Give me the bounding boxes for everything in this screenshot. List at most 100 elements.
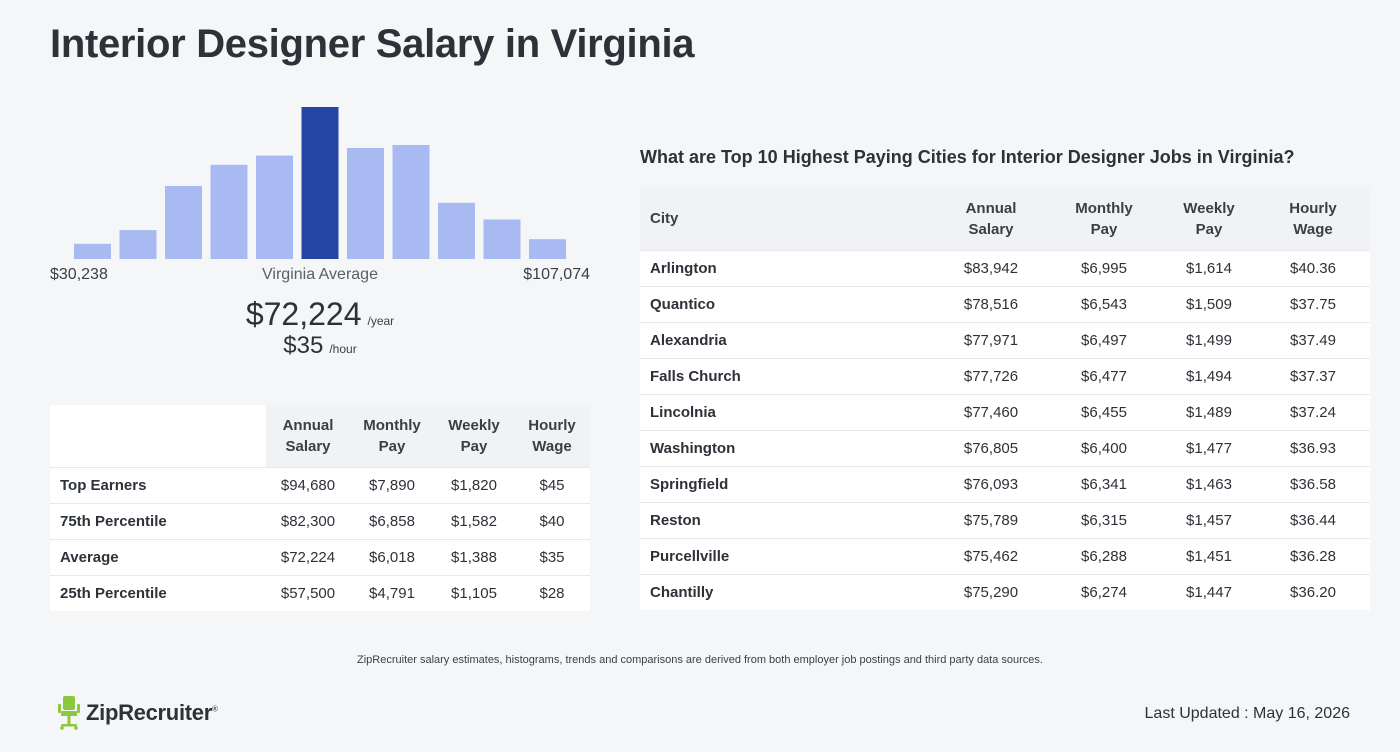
cell-hourly-wage: $28 xyxy=(514,574,590,611)
range-max-label: $107,074 xyxy=(523,266,590,283)
city-row: Falls Church $77,726 $6,477 $1,494 $37.37 xyxy=(640,357,1370,394)
histogram-svg xyxy=(74,107,566,259)
city-hourly-wage: $36.58 xyxy=(1256,465,1370,502)
header-annual-salary: Annual Salary xyxy=(266,405,350,467)
city-annual-salary: $76,093 xyxy=(936,465,1046,502)
percentile-row-label: Top Earners xyxy=(50,466,266,503)
header-city-monthly-pay: Monthly Pay xyxy=(1046,188,1162,250)
city-hourly-wage: $40.36 xyxy=(1256,249,1370,286)
logo-wordmark: ZipRecruiter® xyxy=(86,700,218,726)
city-weekly-pay: $1,463 xyxy=(1162,465,1256,502)
histogram-bar xyxy=(392,145,430,259)
city-name: Falls Church xyxy=(640,357,936,394)
histogram-bar-average xyxy=(301,107,339,259)
city-weekly-pay: $1,499 xyxy=(1162,321,1256,358)
cell-hourly-wage: $35 xyxy=(514,538,590,575)
header-hourly-wage: Hourly Wage xyxy=(514,405,590,467)
cell-monthly-pay: $6,858 xyxy=(350,502,434,539)
percentile-row: 75th Percentile $82,300 $6,858 $1,582 $40 xyxy=(50,502,590,539)
cell-annual-salary: $72,224 xyxy=(266,538,350,575)
city-name: Reston xyxy=(640,501,936,538)
percentile-header-blank xyxy=(50,405,266,467)
city-weekly-pay: $1,614 xyxy=(1162,249,1256,286)
city-hourly-wage: $36.20 xyxy=(1256,573,1370,610)
cell-hourly-wage: $40 xyxy=(514,502,590,539)
city-hourly-wage: $37.37 xyxy=(1256,357,1370,394)
city-annual-salary: $75,789 xyxy=(936,501,1046,538)
city-name: Chantilly xyxy=(640,573,936,610)
city-monthly-pay: $6,543 xyxy=(1046,285,1162,322)
hourly-wage-unit: /hour xyxy=(329,342,357,356)
city-name: Alexandria xyxy=(640,321,936,358)
percentile-row: Average $72,224 $6,018 $1,388 $35 xyxy=(50,538,590,575)
chair-icon xyxy=(58,696,80,730)
header-city: City xyxy=(640,188,936,250)
city-name: Washington xyxy=(640,429,936,466)
hourly-wage-summary: $35/hour xyxy=(50,332,590,360)
city-annual-salary: $76,805 xyxy=(936,429,1046,466)
city-name: Arlington xyxy=(640,249,936,286)
city-monthly-pay: $6,995 xyxy=(1046,249,1162,286)
percentile-row-label: Average xyxy=(50,538,266,575)
city-hourly-wage: $37.75 xyxy=(1256,285,1370,322)
cell-weekly-pay: $1,388 xyxy=(434,538,514,575)
histogram-bar xyxy=(347,148,384,259)
city-monthly-pay: $6,315 xyxy=(1046,501,1162,538)
header-city-weekly-pay: Weekly Pay xyxy=(1162,188,1256,250)
city-annual-salary: $75,462 xyxy=(936,537,1046,574)
header-city-annual-salary: Annual Salary xyxy=(936,188,1046,250)
city-monthly-pay: $6,274 xyxy=(1046,573,1162,610)
percentile-row: Top Earners $94,680 $7,890 $1,820 $45 xyxy=(50,466,590,503)
cell-monthly-pay: $7,890 xyxy=(350,466,434,503)
registered-mark: ® xyxy=(211,704,218,714)
percentile-table: Annual Salary Monthly Pay Weekly Pay Hourly… xyxy=(50,405,590,611)
cell-annual-salary: $94,680 xyxy=(266,466,350,503)
city-annual-salary: $78,516 xyxy=(936,285,1046,322)
city-row: Chantilly $75,290 $6,274 $1,447 $36.20 xyxy=(640,573,1370,610)
city-annual-salary: $77,971 xyxy=(936,321,1046,358)
city-weekly-pay: $1,457 xyxy=(1162,501,1256,538)
city-monthly-pay: $6,477 xyxy=(1046,357,1162,394)
annual-salary-summary: $72,224/year xyxy=(50,296,590,333)
city-monthly-pay: $6,497 xyxy=(1046,321,1162,358)
last-updated: Last Updated : May 16, 2026 xyxy=(1144,705,1350,722)
city-hourly-wage: $37.49 xyxy=(1256,321,1370,358)
hourly-wage-value: $35 xyxy=(283,332,324,359)
cities-header-row: City Annual Salary Monthly Pay Weekly Pay H… xyxy=(640,188,1370,250)
top-cities-table: City Annual Salary Monthly Pay Weekly Pay H… xyxy=(640,188,1370,610)
ziprecruiter-logo[interactable]: ZipRecruiter® xyxy=(58,696,218,730)
city-hourly-wage: $36.28 xyxy=(1256,537,1370,574)
salary-histogram xyxy=(50,100,590,260)
histogram-bar xyxy=(256,155,293,259)
city-weekly-pay: $1,489 xyxy=(1162,393,1256,430)
city-hourly-wage: $36.93 xyxy=(1256,429,1370,466)
average-label: Virginia Average xyxy=(262,266,378,283)
cell-weekly-pay: $1,820 xyxy=(434,466,514,503)
city-name: Quantico xyxy=(640,285,936,322)
city-name: Lincolnia xyxy=(640,393,936,430)
city-name: Purcellville xyxy=(640,537,936,574)
histogram-bar xyxy=(438,202,475,259)
cell-annual-salary: $82,300 xyxy=(266,502,350,539)
percentile-header-row: Annual Salary Monthly Pay Weekly Pay Hourly… xyxy=(50,405,590,467)
header-city-hourly-wage: Hourly Wage xyxy=(1256,188,1370,250)
data-source-note: ZipRecruiter salary estimates, histogram… xyxy=(357,654,1043,666)
city-row: Arlington $83,942 $6,995 $1,614 $40.36 xyxy=(640,249,1370,286)
percentile-row-label: 75th Percentile xyxy=(50,502,266,539)
cell-monthly-pay: $4,791 xyxy=(350,574,434,611)
city-annual-salary: $75,290 xyxy=(936,573,1046,610)
cell-hourly-wage: $45 xyxy=(514,466,590,503)
city-weekly-pay: $1,509 xyxy=(1162,285,1256,322)
city-row: Alexandria $77,971 $6,497 $1,499 $37.49 xyxy=(640,321,1370,358)
cell-weekly-pay: $1,582 xyxy=(434,502,514,539)
cell-monthly-pay: $6,018 xyxy=(350,538,434,575)
page-title: Interior Designer Salary in Virginia xyxy=(50,22,695,66)
city-weekly-pay: $1,447 xyxy=(1162,573,1256,610)
city-monthly-pay: $6,455 xyxy=(1046,393,1162,430)
histogram-bar xyxy=(210,164,248,259)
city-row: Purcellville $75,462 $6,288 $1,451 $36.28 xyxy=(640,537,1370,574)
cell-annual-salary: $57,500 xyxy=(266,574,350,611)
city-monthly-pay: $6,288 xyxy=(1046,537,1162,574)
logo-text: ZipRecruiter xyxy=(86,700,212,725)
percentile-row-label: 25th Percentile xyxy=(50,574,266,611)
